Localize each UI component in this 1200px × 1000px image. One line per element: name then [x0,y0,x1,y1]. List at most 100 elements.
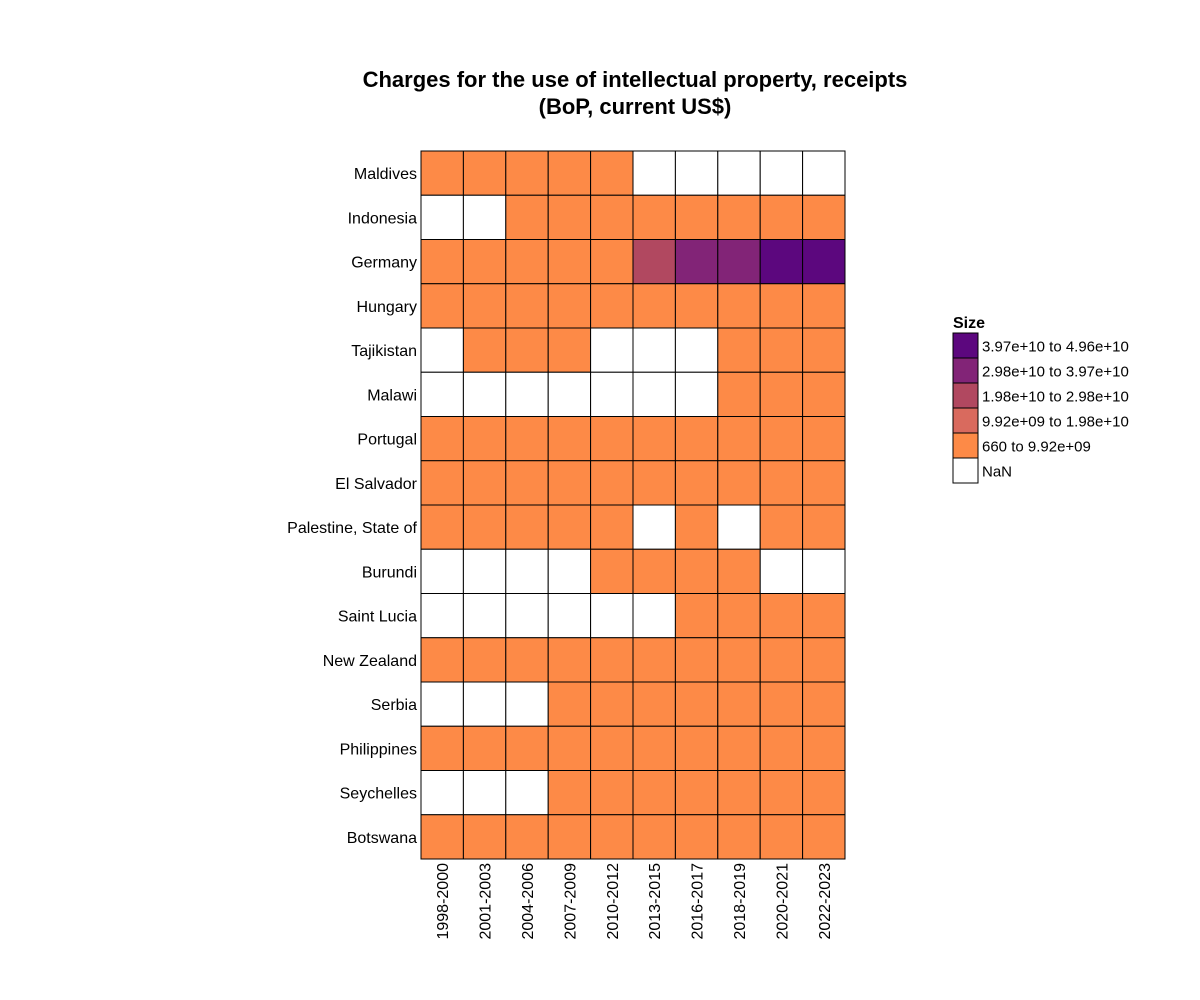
heatmap-cell-new-zealand-2013-2015 [632,637,676,683]
heatmap-cell-botswana-2020-2021 [759,814,804,860]
chart-title-line-2: (BoP, current US$) [538,94,732,119]
heatmap-cell-tajikistan-2001-2003 [462,327,507,373]
heatmap-cell-el-salvador-2004-2006 [505,460,549,506]
heatmap-cell-botswana-2018-2019 [717,814,761,860]
heatmap-cell-tajikistan-2007-2009 [547,327,592,373]
heatmap-cell-botswana-1998-2000 [420,814,464,860]
heatmap-cell-tajikistan-1998-2000 [420,327,464,373]
heatmap-cell-seychelles-2010-2012 [590,770,634,816]
heatmap-cell-philippines-2013-2015 [632,725,676,771]
heatmap-cell-tajikistan-2004-2006 [505,327,549,373]
row-label-germany: Germany [351,255,417,272]
row-label-tajikistan: Tajikistan [351,343,417,360]
heatmap-cell-malawi-2010-2012 [590,371,634,417]
heatmap-cell-germany-2018-2019 [717,239,761,285]
heatmap-cell-el-salvador-2001-2003 [462,460,507,506]
row-label-hungary: Hungary [357,299,417,316]
heatmap-cell-botswana-2007-2009 [547,814,592,860]
legend-swatch-3 [952,382,979,409]
column-label-2022-2023: 2022-2023 [817,863,834,940]
heatmap-cell-philippines-2018-2019 [717,725,761,771]
heatmap-cell-portugal-2020-2021 [759,416,804,462]
heatmap-cell-germany-2013-2015 [632,239,676,285]
heatmap-cell-philippines-2020-2021 [759,725,804,771]
heatmap-cell-saint-lucia-2018-2019 [717,593,761,639]
heatmap-cell-serbia-2001-2003 [462,681,507,727]
heatmap-cell-germany-2020-2021 [759,239,804,285]
heatmap-cell-new-zealand-2016-2017 [674,637,719,683]
row-label-palestine-state-of: Palestine, State of [287,520,417,537]
heatmap-cell-palestine-state-of-2022-2023 [802,504,846,550]
column-label-2020-2021: 2020-2021 [774,863,791,940]
heatmap-cell-serbia-2018-2019 [717,681,761,727]
heatmap-cell-burundi-2013-2015 [632,548,676,594]
heatmap-cell-maldives-2010-2012 [590,150,634,196]
heatmap-cell-portugal-2016-2017 [674,416,719,462]
column-label-2001-2003: 2001-2003 [478,863,495,940]
heatmap-cell-seychelles-2016-2017 [674,770,719,816]
row-label-philippines: Philippines [340,741,417,758]
heatmap-cell-el-salvador-1998-2000 [420,460,464,506]
heatmap-cell-indonesia-2010-2012 [590,194,634,240]
heatmap-cell-botswana-2004-2006 [505,814,549,860]
heatmap-cell-malawi-2020-2021 [759,371,804,417]
heatmap-cell-germany-2004-2006 [505,239,549,285]
heatmap-cell-hungary-2001-2003 [462,283,507,329]
heatmap-cell-el-salvador-2007-2009 [547,460,592,506]
heatmap-cell-indonesia-2018-2019 [717,194,761,240]
heatmap-cell-serbia-2007-2009 [547,681,592,727]
heatmap-cell-philippines-2004-2006 [505,725,549,771]
heatmap-cell-tajikistan-2016-2017 [674,327,719,373]
heatmap-cell-palestine-state-of-2007-2009 [547,504,592,550]
heatmap-cell-palestine-state-of-2010-2012 [590,504,634,550]
heatmap-cell-malawi-2018-2019 [717,371,761,417]
row-label-malawi: Malawi [367,387,417,404]
heatmap-cell-philippines-2016-2017 [674,725,719,771]
heatmap-cell-germany-2022-2023 [802,239,846,285]
heatmap-cell-serbia-2016-2017 [674,681,719,727]
heatmap-cell-maldives-2022-2023 [802,150,846,196]
heatmap-cell-new-zealand-2001-2003 [462,637,507,683]
column-label-2016-2017: 2016-2017 [690,863,707,940]
heatmap-cell-portugal-2022-2023 [802,416,846,462]
heatmap-cell-hungary-2018-2019 [717,283,761,329]
heatmap-cell-portugal-2004-2006 [505,416,549,462]
heatmap-cell-saint-lucia-2004-2006 [505,593,549,639]
heatmap-cell-hungary-1998-2000 [420,283,464,329]
heatmap-cell-indonesia-2013-2015 [632,194,676,240]
heatmap-cell-botswana-2022-2023 [802,814,846,860]
heatmap-cell-tajikistan-2022-2023 [802,327,846,373]
heatmap-cell-serbia-2022-2023 [802,681,846,727]
heatmap-cell-el-salvador-2010-2012 [590,460,634,506]
heatmap-cell-maldives-1998-2000 [420,150,464,196]
heatmap-cell-germany-2010-2012 [590,239,634,285]
heatmap-cell-malawi-2007-2009 [547,371,592,417]
column-label-2004-2006: 2004-2006 [520,863,537,940]
heatmap-cell-tajikistan-2010-2012 [590,327,634,373]
column-label-2018-2019: 2018-2019 [732,863,749,940]
heatmap-cell-seychelles-1998-2000 [420,770,464,816]
legend-swatch-1 [952,332,979,359]
heatmap-cell-burundi-2016-2017 [674,548,719,594]
heatmap-cell-new-zealand-2022-2023 [802,637,846,683]
legend-label-2: 2.98e+10 to 3.97e+10 [982,364,1129,381]
heatmap-cell-tajikistan-2020-2021 [759,327,804,373]
row-labels: Maldives Indonesia Germany Hungary Tajikista… [287,166,418,847]
legend-swatch-6 [952,457,979,484]
heatmap-cell-burundi-2004-2006 [505,548,549,594]
row-label-maldives: Maldives [354,166,417,183]
heatmap-cell-tajikistan-2018-2019 [717,327,761,373]
heatmap-cell-saint-lucia-2016-2017 [674,593,719,639]
heatmap-cell-indonesia-2020-2021 [759,194,804,240]
legend-label-4: 9.92e+09 to 1.98e+10 [982,414,1129,431]
heatmap-cell-maldives-2004-2006 [505,150,549,196]
heatmap-cell-hungary-2010-2012 [590,283,634,329]
heatmap-cell-malawi-2013-2015 [632,371,676,417]
legend-label-6: NaN [982,464,1012,481]
heatmap-cell-el-salvador-2022-2023 [802,460,846,506]
column-label-2007-2009: 2007-2009 [562,863,579,940]
heatmap-cell-philippines-2007-2009 [547,725,592,771]
heatmap-cell-seychelles-2001-2003 [462,770,507,816]
heatmap-cell-palestine-state-of-1998-2000 [420,504,464,550]
